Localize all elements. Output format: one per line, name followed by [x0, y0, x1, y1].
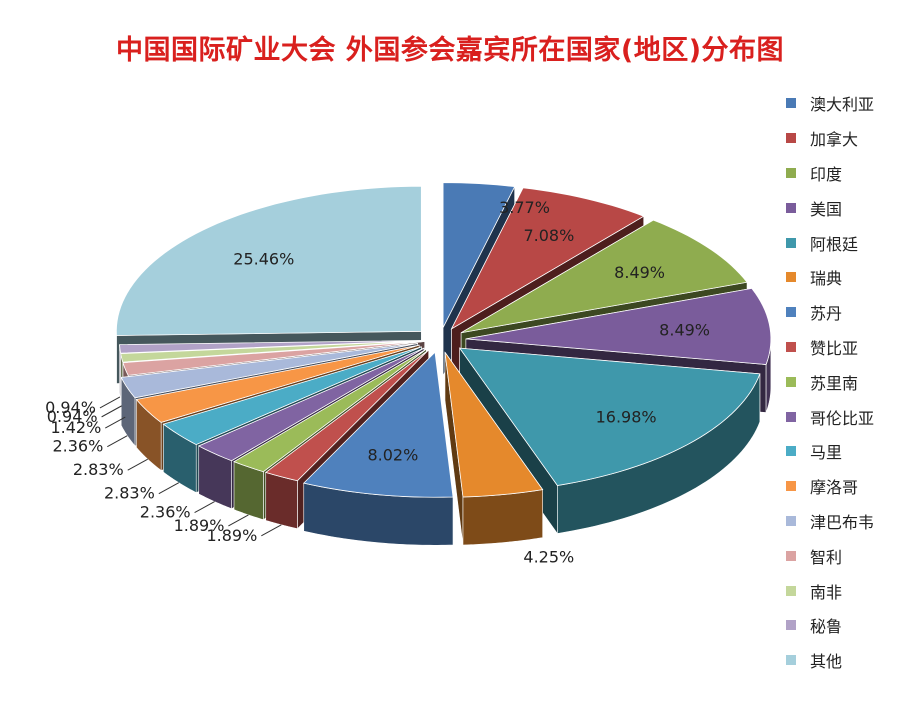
pie-slice-16 [115, 185, 422, 336]
legend-item-9: 哥伦比亚 [786, 399, 874, 434]
label-leader-7 [261, 524, 282, 537]
legend-swatch [786, 98, 796, 109]
legend-swatch [786, 620, 796, 631]
data-label-12: 2.36% [52, 437, 103, 456]
legend-label: 哥伦比亚 [810, 408, 875, 428]
legend-swatch [786, 585, 796, 596]
legend-label: 智利 [810, 547, 843, 567]
pie-slice-14 [120, 340, 425, 363]
pie-slice-2 [460, 219, 748, 334]
label-leader-14 [101, 405, 122, 418]
legend-swatch [786, 446, 796, 457]
data-label-16: 25.46% [233, 250, 294, 269]
legend-label: 加拿大 [810, 130, 859, 150]
pie-slice-8 [233, 348, 427, 473]
legend-label: 秘鲁 [810, 617, 843, 637]
legend-label: 南非 [810, 582, 843, 602]
legend-swatch [786, 376, 796, 387]
legend-swatch [786, 167, 796, 178]
data-label-9: 2.36% [140, 503, 191, 522]
legend-label: 马里 [810, 443, 843, 463]
pie-slice-13 [122, 341, 425, 376]
legend-item-6: 苏丹 [786, 295, 874, 330]
legend-swatch [786, 307, 796, 318]
data-label-11: 2.83% [73, 460, 124, 479]
legend-item-16: 其他 [786, 643, 874, 678]
legend-item-3: 美国 [786, 190, 874, 225]
pie-slice-7 [264, 349, 429, 482]
legend-label: 印度 [810, 164, 843, 184]
legend-label: 美国 [810, 199, 843, 219]
legend-swatch [786, 272, 796, 283]
legend-swatch [786, 237, 796, 248]
label-leader-15 [99, 396, 121, 409]
slice-side-7 [265, 472, 298, 530]
data-label-15: 0.94% [45, 398, 96, 417]
legend-swatch [786, 655, 796, 666]
label-leader-8 [228, 514, 249, 527]
legend-item-4: 阿根廷 [786, 225, 874, 260]
pie-slice-10 [162, 346, 422, 446]
legend-item-10: 马里 [786, 434, 874, 469]
legend-label: 瑞典 [810, 269, 843, 289]
chart-title: 中国国际矿业大会 外国参会嘉宾所在国家(地区)分布图 [115, 35, 785, 66]
legend-swatch [786, 515, 796, 526]
data-label-14: 0.94% [47, 407, 98, 426]
pie-slice-12 [120, 343, 418, 399]
legend-swatch [786, 411, 796, 422]
legend-item-0: 澳大利亚 [786, 86, 874, 121]
legend-label: 摩洛哥 [810, 478, 859, 498]
legend-item-14: 南非 [786, 573, 874, 608]
legend-label: 津巴布韦 [810, 512, 875, 532]
legend-item-5: 瑞典 [786, 260, 874, 295]
legend-swatch [786, 202, 796, 213]
pie-slice-1 [450, 187, 645, 330]
pie-slice-6 [302, 351, 454, 498]
legend-item-2: 印度 [786, 156, 874, 191]
data-label-3: 8.49% [659, 321, 710, 340]
data-label-13: 1.42% [50, 418, 101, 437]
data-label-4: 16.98% [596, 407, 657, 426]
slice-side-5 [462, 489, 543, 546]
legend-item-11: 摩洛哥 [786, 469, 874, 504]
data-label-1: 7.08% [523, 226, 574, 245]
legend-swatch [786, 133, 796, 144]
legend-item-8: 苏里南 [786, 364, 874, 399]
legend-item-12: 津巴布韦 [786, 504, 874, 539]
pie-slice-11 [135, 344, 420, 423]
pie-slice-5 [444, 352, 544, 498]
pie-slice-9 [197, 347, 425, 462]
data-label-10: 2.83% [104, 484, 155, 503]
pie-slice-3 [465, 287, 772, 365]
legend-label: 其他 [810, 652, 843, 672]
data-label-0: 3.77% [499, 198, 550, 217]
legend-label: 苏里南 [810, 373, 859, 393]
legend-item-1: 加拿大 [786, 121, 874, 156]
chart-legend: 澳大利亚加拿大印度美国阿根廷瑞典苏丹赞比亚苏里南哥伦比亚马里摩洛哥津巴布韦智利南… [786, 86, 874, 678]
legend-label: 苏丹 [810, 304, 843, 324]
pie-slice-4 [458, 347, 761, 486]
legend-item-15: 秘鲁 [786, 608, 874, 643]
pie-slice-0 [442, 182, 516, 328]
legend-swatch [786, 341, 796, 352]
label-leader-11 [127, 458, 148, 471]
label-leader-9 [194, 501, 215, 514]
data-label-6: 8.02% [367, 446, 418, 465]
legend-swatch [786, 481, 796, 492]
legend-item-13: 智利 [786, 538, 874, 573]
data-label-8: 1.89% [174, 516, 225, 535]
label-leader-12 [107, 435, 128, 448]
legend-label: 澳大利亚 [810, 95, 875, 115]
legend-label: 阿根廷 [810, 234, 859, 254]
pie-slice-15 [119, 340, 425, 354]
legend-label: 赞比亚 [810, 338, 859, 358]
legend-item-7: 赞比亚 [786, 330, 874, 365]
label-leader-10 [158, 482, 180, 495]
legend-swatch [786, 550, 796, 561]
data-label-2: 8.49% [614, 263, 665, 282]
data-label-7: 1.89% [206, 526, 257, 545]
label-leader-13 [105, 416, 126, 429]
data-label-5: 4.25% [523, 548, 574, 567]
